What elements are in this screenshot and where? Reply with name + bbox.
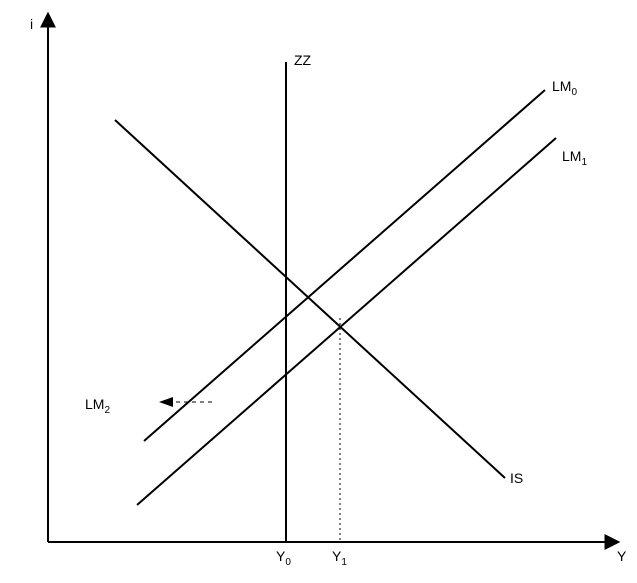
y1-sub: 1	[341, 557, 347, 568]
lm0-curve	[144, 90, 545, 441]
lm1-label-sub: 1	[581, 157, 587, 168]
y0-sub: 0	[285, 557, 291, 568]
is-curve	[115, 120, 505, 478]
islm-diagram: i Y ZZ LM0 LM1 LM2 IS Y0 Y1	[0, 0, 637, 583]
lm1-curve	[137, 138, 556, 505]
lm1-label-main: LM	[562, 148, 581, 164]
lm1-label: LM1	[562, 148, 587, 168]
y1-main: Y	[332, 548, 341, 564]
is-label: IS	[510, 470, 523, 486]
lm2-label: LM2	[85, 396, 110, 416]
lm0-label: LM0	[552, 78, 577, 98]
shift-arrow-head	[159, 397, 173, 407]
lm0-label-main: LM	[552, 78, 571, 94]
lm2-label-main: LM	[85, 396, 104, 412]
y0-tick-label: Y0	[276, 548, 291, 568]
lm0-label-sub: 0	[571, 87, 577, 98]
plot-svg	[0, 0, 637, 583]
y-axis-label: i	[30, 16, 33, 32]
lm2-label-sub: 2	[104, 405, 110, 416]
zz-label: ZZ	[294, 52, 311, 68]
x-axis-label: Y	[617, 548, 626, 564]
y1-tick-label: Y1	[332, 548, 347, 568]
y0-main: Y	[276, 548, 285, 564]
